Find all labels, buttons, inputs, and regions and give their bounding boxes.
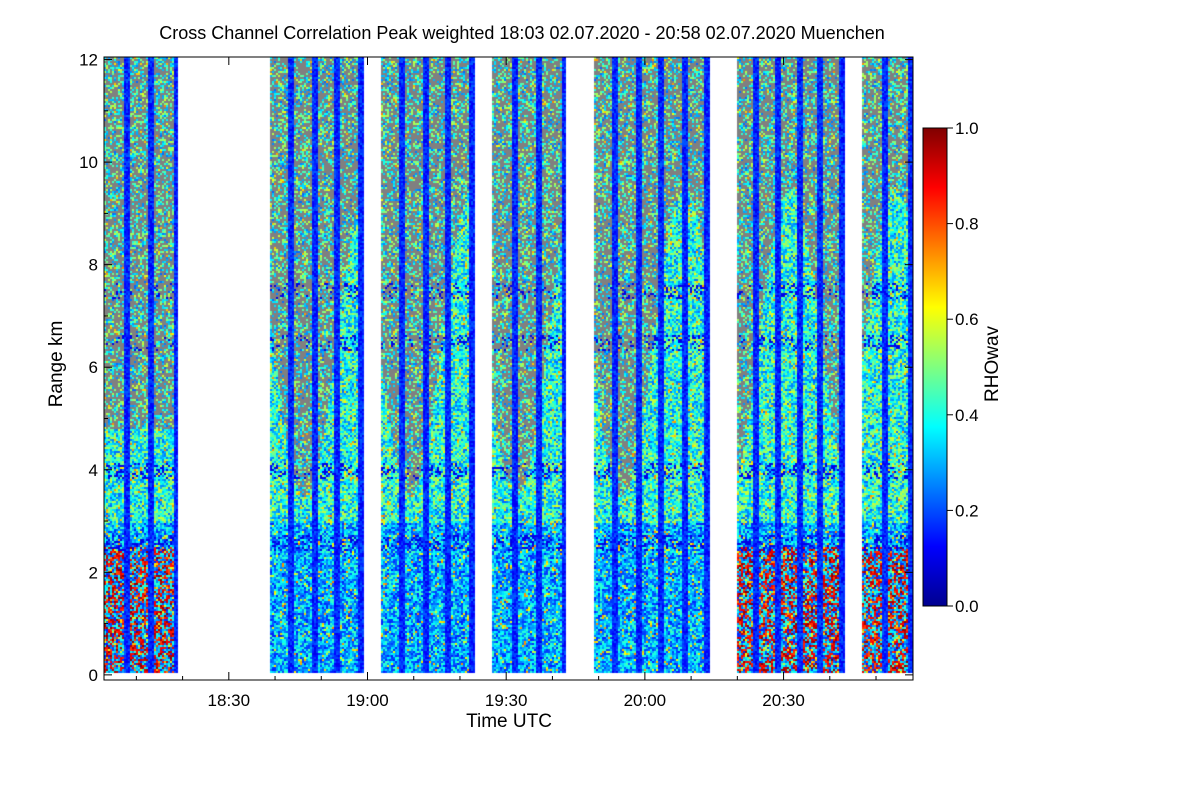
colorbar-ticks: 0.0 0.2 0.4 0.6 0.8 1.0 [947,119,979,616]
x-tick-label: 18:30 [208,691,251,710]
plot-frame [103,56,914,681]
y-tick-label: 10 [79,153,98,172]
colorbar-tick-label: 0.0 [955,597,979,616]
heatmap-image [104,57,913,680]
y-axis-label: Range km [46,321,67,408]
colorbar [922,127,948,607]
y-tick-label: 12 [79,51,98,70]
x-tick-label: 19:30 [485,691,528,710]
x-tick-label: 20:30 [762,691,805,710]
y-tick-label: 6 [89,358,98,377]
colorbar-tick-label: 0.2 [955,501,979,520]
x-axis: 18:30 19:00 19:30 20:00 20:30 [135,57,877,710]
x-axis-label: Time UTC [466,711,552,732]
y-axis: 0 2 4 6 8 10 12 [79,51,913,685]
y-tick-label: 4 [89,461,98,480]
y-tick-label: 0 [89,666,98,685]
colorbar-label: RHOwav [982,325,1003,402]
x-tick-label: 20:00 [624,691,667,710]
y-tick-label: 2 [89,563,98,582]
colorbar-tick-label: 0.6 [955,310,979,329]
x-tick-label: 19:00 [346,691,389,710]
colorbar-tick-label: 0.4 [955,406,979,425]
colorbar-tick-label: 0.8 [955,215,979,234]
heatmap-area [104,57,913,680]
colorbar-tick-label: 1.0 [955,119,979,138]
chart-title: Cross Channel Correlation Peak weighted … [159,23,885,43]
y-tick-label: 8 [89,256,98,275]
